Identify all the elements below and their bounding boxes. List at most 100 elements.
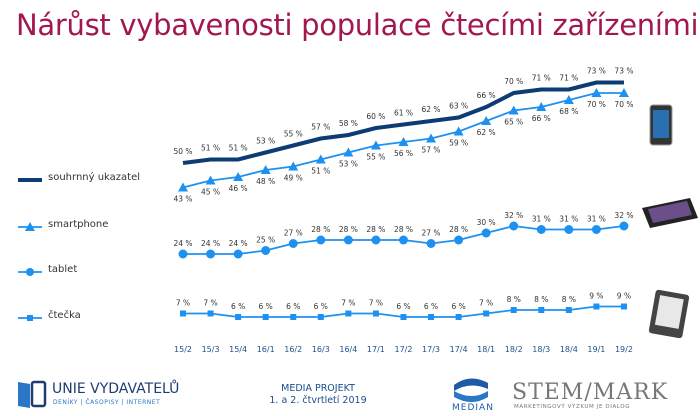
- point-tablet: [619, 221, 629, 231]
- data-label: 70 %: [614, 100, 633, 109]
- point-smartphone: [315, 154, 326, 164]
- data-label: 27 %: [422, 229, 441, 238]
- point-tablet: [536, 225, 546, 234]
- point-smartphone: [426, 133, 437, 143]
- data-label: 57 %: [311, 123, 330, 132]
- data-label: 58 %: [339, 119, 358, 128]
- data-label: 70 %: [504, 77, 523, 86]
- point-tablet: [233, 249, 243, 259]
- point-smartphone: [205, 175, 216, 185]
- data-label: 8 %: [507, 295, 521, 304]
- x-tick-label: 18/2: [505, 345, 523, 354]
- point-smartphone: [288, 161, 299, 171]
- point-tablet: [316, 235, 326, 245]
- smartphone-screen-icon: [653, 110, 669, 138]
- data-label: 9 %: [617, 292, 631, 301]
- point-tablet: [564, 225, 574, 234]
- data-label: 56 %: [394, 149, 413, 158]
- point-smartphone: [453, 126, 464, 136]
- point-smartphone: [591, 88, 602, 97]
- point-ctecka: [345, 310, 352, 317]
- point-smartphone: [536, 102, 547, 111]
- data-label: 6 %: [286, 302, 300, 311]
- point-tablet: [178, 249, 188, 259]
- data-label: 28 %: [366, 225, 385, 234]
- point-smartphone: [370, 140, 381, 150]
- footer-project: MEDIA PROJEKT 1. a 2. čtvrtletí 2019: [248, 383, 388, 407]
- x-tick-label: 19/2: [615, 345, 633, 354]
- data-label: 73 %: [587, 67, 606, 76]
- x-tick-label: 16/2: [284, 345, 302, 354]
- point-tablet: [481, 228, 491, 238]
- data-label: 49 %: [284, 174, 303, 183]
- data-label: 59 %: [449, 139, 468, 148]
- x-tick-label: 16/1: [257, 345, 275, 354]
- point-tablet: [206, 249, 216, 259]
- point-ctecka: [207, 310, 214, 317]
- point-tablet: [343, 235, 353, 245]
- x-tick-label: 15/2: [174, 345, 192, 354]
- tablet-screen-icon: [648, 201, 692, 223]
- x-tick-label: 17/3: [422, 345, 440, 354]
- point-tablet: [371, 235, 381, 245]
- point-tablet: [509, 221, 519, 231]
- data-label: 55 %: [366, 153, 385, 162]
- data-label: 24 %: [201, 239, 220, 248]
- data-label: 31 %: [559, 215, 578, 224]
- median-logo-text: MEDIAN: [452, 403, 494, 413]
- data-label: 70 %: [587, 100, 606, 109]
- point-ctecka: [620, 303, 627, 310]
- point-smartphone: [233, 172, 244, 181]
- publisher-logo-subtext: DENÍKY | ČASOPISY | INTERNET: [53, 399, 161, 406]
- publisher-logo-text: UNIE VYDAVATELŮ: [52, 381, 180, 397]
- point-ctecka: [262, 314, 269, 320]
- data-label: 7 %: [479, 299, 493, 308]
- x-tick-label: 16/4: [339, 345, 357, 354]
- data-label: 6 %: [451, 302, 465, 311]
- data-label: 71 %: [532, 74, 551, 83]
- data-label: 6 %: [259, 302, 273, 311]
- legend-tablet: tablet: [48, 264, 78, 275]
- point-ctecka: [317, 314, 324, 320]
- data-label: 66 %: [532, 114, 551, 123]
- point-ctecka: [372, 310, 379, 317]
- stemmark-logo-subtext: MARKETINGOVÝ VÝZKUM JE DIALOG: [514, 404, 631, 410]
- point-smartphone: [343, 147, 354, 157]
- data-label: 6 %: [231, 302, 245, 311]
- data-label: 31 %: [532, 215, 551, 224]
- data-label: 65 %: [504, 118, 523, 127]
- data-label: 24 %: [229, 239, 248, 248]
- data-label: 30 %: [477, 218, 496, 227]
- data-label: 28 %: [339, 225, 358, 234]
- data-label: 6 %: [424, 302, 438, 311]
- point-tablet: [398, 235, 408, 245]
- x-tick-label: 17/2: [394, 345, 412, 354]
- point-smartphone: [618, 88, 629, 97]
- point-smartphone: [398, 137, 409, 146]
- data-label: 73 %: [614, 67, 633, 76]
- point-tablet: [454, 235, 464, 245]
- data-label: 45 %: [201, 188, 220, 197]
- point-tablet: [261, 246, 271, 255]
- point-ctecka: [428, 314, 435, 320]
- data-label: 62 %: [422, 105, 441, 114]
- data-label: 8 %: [562, 295, 576, 304]
- x-tick-label: 15/3: [202, 345, 220, 354]
- legend-smartphone: smartphone: [48, 219, 109, 230]
- stemmark-logo-text: STEM/MARK: [512, 380, 669, 405]
- data-label: 7 %: [369, 299, 383, 308]
- data-label: 32 %: [614, 211, 633, 220]
- data-label: 27 %: [284, 229, 303, 238]
- data-label: 57 %: [422, 146, 441, 155]
- data-label: 6 %: [396, 302, 410, 311]
- legend-marker: [25, 222, 35, 231]
- ereader-screen-icon: [654, 295, 684, 329]
- point-smartphone: [563, 95, 574, 104]
- point-ctecka: [538, 307, 545, 313]
- x-tick-label: 18/1: [477, 345, 495, 354]
- data-label: 43 %: [173, 195, 192, 204]
- project-name: MEDIA PROJEKT: [281, 383, 355, 394]
- data-label: 51 %: [229, 144, 248, 153]
- data-label: 68 %: [559, 107, 578, 116]
